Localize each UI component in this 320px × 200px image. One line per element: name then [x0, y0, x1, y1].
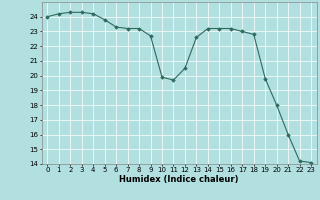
X-axis label: Humidex (Indice chaleur): Humidex (Indice chaleur)	[119, 175, 239, 184]
